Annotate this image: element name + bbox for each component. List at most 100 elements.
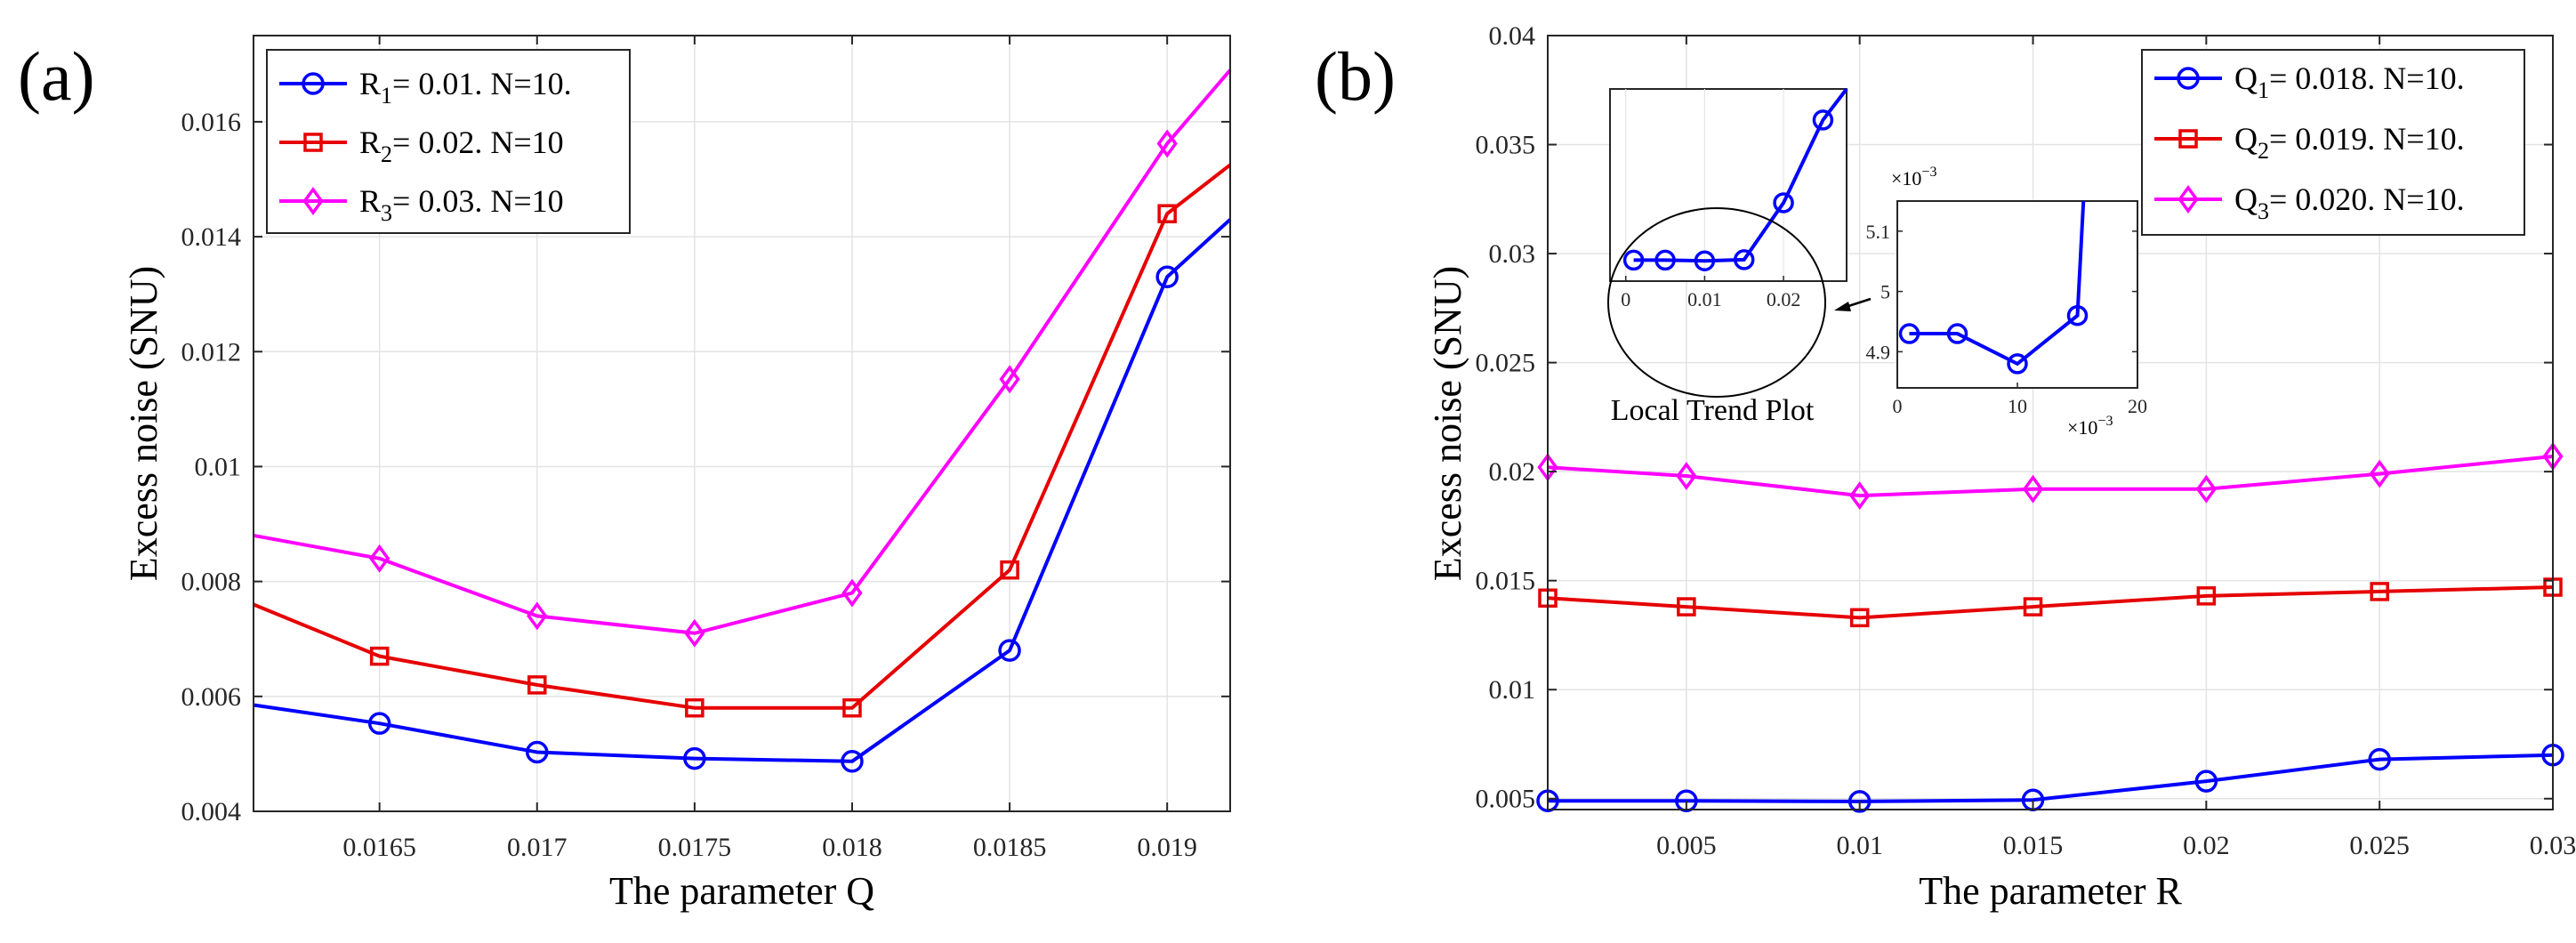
panel-a-legend-marker-2 <box>303 133 323 152</box>
panel-b-ticks: 0.005 0.01 0.015 0.02 0.025 0.030.0050.010.01… <box>1476 21 2576 860</box>
panel-a-y-tick-label: 0.006 <box>181 682 242 712</box>
panel-b-series-1-marker <box>1847 790 1872 813</box>
panel-b-series-2-marker <box>1849 608 1870 628</box>
panel-b-legend-marker-2 <box>2178 129 2198 149</box>
inset-zoom: 0 10 204.955.1 ×10−3 ×10−3 <box>1866 165 2148 439</box>
inset-zoom-x-tick-label: 0 <box>1893 395 1903 417</box>
panel-a: (a) 0.0165 0.017 0.0175 0.018 0.0185 0.0190.0… <box>18 35 1232 913</box>
inset-main-marker <box>1622 249 1645 271</box>
panel-a-legend-label-2: R2= 0.02. N=10 <box>359 125 564 167</box>
panel-b-x-tick-label: 0.01 <box>1836 831 1883 860</box>
panel-a-y-tick-label: 0.004 <box>181 797 242 826</box>
highlight-ellipse <box>1607 207 1826 398</box>
panel-b-x-tick-label: 0.015 <box>2003 831 2064 860</box>
inset-zoom-y-tick-label: 4.9 <box>1866 341 1891 363</box>
panel-a-series-3-marker <box>841 578 863 608</box>
panel-b-legend-label-2: Q2= 0.019. N=10. <box>2234 121 2465 164</box>
inset-zoom-marker <box>2007 353 2028 375</box>
panel-a-legend-label-2-base: R <box>359 125 381 160</box>
inset-zoom-y-tick-label: 5 <box>1880 281 1890 303</box>
panel-a-series-2-marker <box>527 675 547 695</box>
panel-b-legend-label-2-rest: = 0.019. N=10. <box>2269 121 2465 157</box>
panel-a-legend-marker-1 <box>302 72 325 95</box>
panel-a-legend-label-3-base: R <box>359 183 381 219</box>
panel-a-series-1-marker <box>683 746 706 770</box>
panel-a-axes-box <box>253 35 1231 812</box>
panel-a-series-3-marker <box>999 365 1020 394</box>
panel-a-series-2-marker <box>369 646 390 666</box>
panel-a-series-3-line <box>253 69 1232 635</box>
panel-b-legend-label-3-rest: = 0.020. N=10. <box>2269 181 2465 217</box>
panel-b-y-tick-label: 0.02 <box>1489 457 1536 487</box>
panel-b-series-3-marker <box>1676 462 1697 490</box>
inset-zoom-line <box>1909 200 2086 367</box>
panel-a-series-3-marker <box>527 601 548 631</box>
panel-b-x-tick-label: 0.005 <box>1656 831 1717 860</box>
local-trend-annotation: Local Trend Plot <box>1611 394 1815 427</box>
panel-b-ylabel: Excess noise (SNU) <box>1426 266 1469 581</box>
panel-b-series-3-marker <box>2195 474 2217 504</box>
panel-a-series-3-marker <box>369 544 390 573</box>
panel-b-legend-label-1-sub: 1 <box>2258 77 2269 103</box>
panel-b-y-tick-label: 0.04 <box>1489 21 1536 51</box>
inset-main-marker <box>1773 192 1794 214</box>
panel-b-y-tick-label: 0.01 <box>1489 675 1536 705</box>
panel-b-x-tick-label: 0.025 <box>2349 831 2410 860</box>
panel-b-y-tick-label: 0.015 <box>1476 567 1536 596</box>
panel-b-series-3-marker <box>2369 459 2390 488</box>
inset-zoom-x-tick-label: 10 <box>2008 395 2027 417</box>
panel-a-x-tick-label: 0.0175 <box>658 833 732 862</box>
panel-b-series-1-marker <box>2368 747 2391 771</box>
inset-main-x-tick-label: 0 <box>1621 288 1630 310</box>
inset-zoom-marker <box>2066 304 2089 326</box>
panel-a-series-1-line <box>253 218 1232 763</box>
panel-b-axes-box <box>1547 35 2554 810</box>
panel-b-y-tick-label: 0.025 <box>1476 349 1536 378</box>
inset-main-marker <box>1733 249 1755 270</box>
inset-main-x-tick-label: 0.01 <box>1687 288 1722 310</box>
panel-a-x-tick-label: 0.018 <box>822 833 882 862</box>
panel-b: (b) 0.005 0.01 0.015 0.02 0.025 0.030.0050.01… <box>1315 21 2576 913</box>
panel-a-series <box>253 69 1232 773</box>
inset-zoom-x-multiplier: ×10−3 <box>2067 414 2113 439</box>
panel-b-legend-label-3-sub: 3 <box>2258 198 2269 224</box>
inset-zoom-marker <box>1946 323 1968 344</box>
zoom-arrow-head <box>1834 302 1851 311</box>
panel-a-series-2-marker <box>1157 204 1177 224</box>
panel-a-legend-label-1: R1= 0.01. N=10. <box>359 66 572 109</box>
panel-a-legend-label-2-rest: = 0.02. N=10 <box>392 125 564 160</box>
panel-a-y-tick-label: 0.014 <box>181 222 242 252</box>
panel-a-series-2-marker <box>1000 560 1019 580</box>
panel-a-xlabel: The parameter Q <box>609 869 874 913</box>
panel-b-legend-label-1-rest: = 0.018. N=10. <box>2269 60 2465 96</box>
inset-main-marker <box>1694 250 1716 271</box>
panel-a-y-tick-label: 0.01 <box>195 452 242 481</box>
panel-b-x-tick-label: 0.03 <box>2530 831 2576 860</box>
panel-b-series-3-marker <box>2022 474 2044 504</box>
panel-a-legend-label-3-sub: 3 <box>381 200 392 226</box>
panel-b-legend-marker-1 <box>2177 67 2200 90</box>
panel-b-legend-label-1-base: Q <box>2234 60 2258 96</box>
zoom-arrow <box>1834 297 1872 311</box>
panel-a-series-1-marker <box>1155 265 1179 289</box>
inset-zoom-y-multiplier: ×10−3 <box>1891 165 1936 189</box>
panel-a-legend-label-1-sub: 1 <box>381 83 392 109</box>
panel-a-legend-label-3-rest: = 0.03. N=10 <box>392 183 564 219</box>
panel-a-legend-marker-3 <box>302 187 324 215</box>
panel-b-legend-label-2-base: Q <box>2234 121 2258 157</box>
panel-b-y-tick-label: 0.03 <box>1489 239 1536 269</box>
panel-b-legend-label-2-sub: 2 <box>2258 138 2269 164</box>
panel-a-grid <box>254 36 1230 812</box>
panel-b-series-1-marker <box>2194 770 2218 793</box>
inset-zoom-x-multiplier-exp: −3 <box>2097 414 2113 429</box>
panel-a-ticks: 0.0165 0.017 0.0175 0.018 0.0185 0.019 0.004 0.… <box>181 36 1230 862</box>
panel-b-y-tick-label: 0.005 <box>1476 785 1536 814</box>
panel-a-label: (a) <box>18 37 95 115</box>
panel-b-legend-label-3-base: Q <box>2234 181 2258 217</box>
panel-b-legend-box <box>2141 49 2525 236</box>
inset-zoom-x-multiplier-base: ×10 <box>2067 416 2097 439</box>
panel-a-legend-label-2-sub: 2 <box>381 141 392 167</box>
inset-main-line <box>1633 87 1848 263</box>
